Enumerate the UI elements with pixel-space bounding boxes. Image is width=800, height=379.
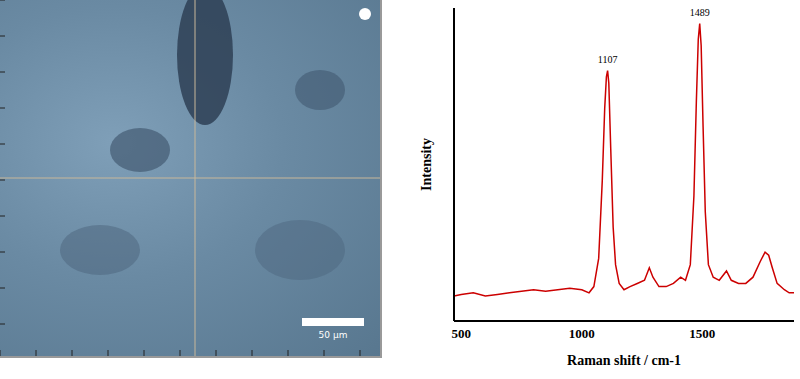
svg-text:1489: 1489 xyxy=(690,7,710,18)
svg-text:Intensity: Intensity xyxy=(419,138,434,191)
svg-text:1000: 1000 xyxy=(569,326,595,341)
svg-text:500: 500 xyxy=(451,326,471,341)
svg-text:1107: 1107 xyxy=(598,54,618,65)
svg-text:1500: 1500 xyxy=(689,326,715,341)
svg-text:Raman shift / cm-1: Raman shift / cm-1 xyxy=(567,353,681,368)
html-text:50 µm: 50 µm xyxy=(318,330,348,340)
